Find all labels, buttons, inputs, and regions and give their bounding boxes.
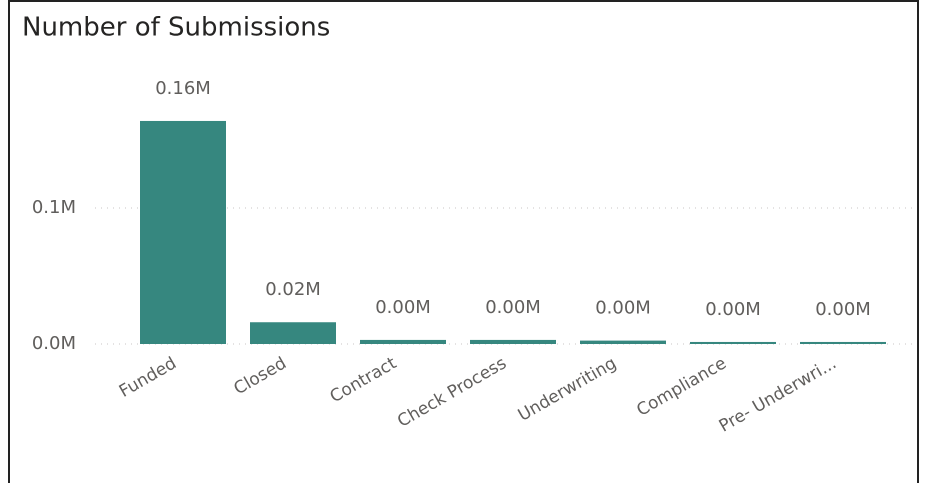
bar [470, 339, 556, 344]
bar [580, 340, 666, 344]
data-label: 0.16M [155, 78, 211, 99]
data-label: 0.00M [375, 297, 431, 318]
bar [140, 120, 226, 345]
bar [690, 341, 776, 344]
bar [250, 322, 336, 344]
bar [800, 341, 886, 344]
data-label: 0.00M [705, 299, 761, 320]
y-tick-label: 0.1M [32, 197, 76, 218]
bar [360, 339, 446, 344]
data-label: 0.02M [265, 279, 321, 300]
data-label: 0.00M [595, 298, 651, 319]
y-tick-label: 0.0M [32, 333, 76, 354]
data-label: 0.00M [485, 297, 541, 318]
chart-title: Number of Submissions [22, 13, 330, 43]
data-label: 0.00M [815, 299, 871, 320]
